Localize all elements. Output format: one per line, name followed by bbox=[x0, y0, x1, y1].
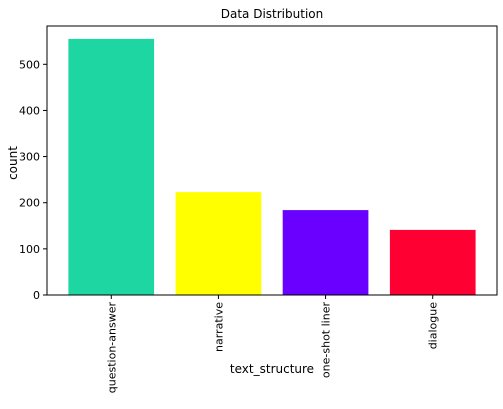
x-tick-label: question-answer bbox=[105, 302, 118, 394]
y-tick-label: 0 bbox=[33, 289, 40, 302]
x-tick-label: one-shot liner bbox=[320, 302, 333, 379]
y-tick-label: 200 bbox=[19, 197, 40, 210]
y-tick-label: 500 bbox=[19, 58, 40, 71]
x-tick-label: narrative bbox=[212, 302, 225, 352]
bar-question-answer bbox=[68, 38, 155, 296]
x-axis-title: text_structure bbox=[230, 362, 314, 376]
x-tick-label: dialogue bbox=[427, 302, 440, 350]
y-tick-label: 400 bbox=[19, 104, 40, 117]
x-axis: question-answer narrative one-shot liner di… bbox=[105, 295, 440, 394]
y-axis-title: count bbox=[6, 146, 20, 180]
plot-frame bbox=[46, 25, 498, 296]
chart-title: Data Distribution bbox=[221, 7, 323, 21]
y-tick-label: 100 bbox=[19, 243, 40, 256]
y-tick-label: 300 bbox=[19, 151, 40, 164]
plot-area bbox=[68, 38, 476, 296]
y-axis: 0 100 200 300 400 500 bbox=[19, 58, 47, 302]
bar-one-shot-liner bbox=[282, 210, 369, 295]
bar-narrative bbox=[175, 192, 262, 295]
bar-dialogue bbox=[389, 229, 476, 295]
